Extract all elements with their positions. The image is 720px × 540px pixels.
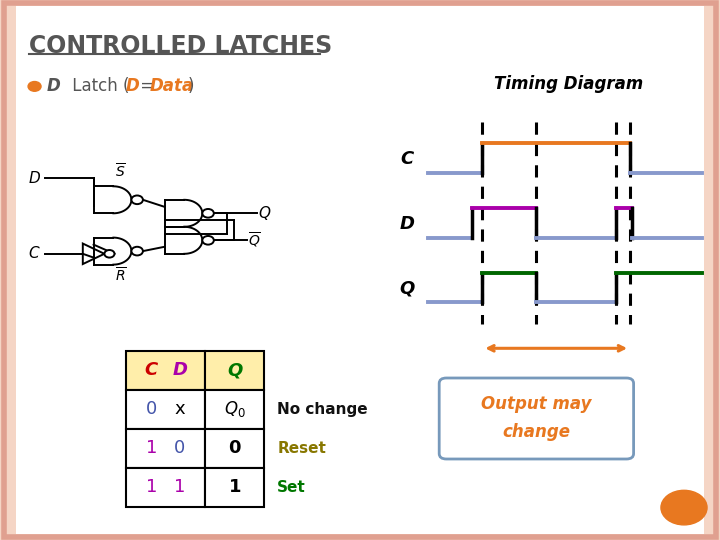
Bar — [205, 351, 264, 390]
Text: No change: No change — [277, 402, 368, 417]
Text: Data: Data — [150, 77, 194, 96]
Text: C: C — [145, 361, 158, 380]
Text: Q: Q — [258, 206, 271, 221]
Text: ): ) — [187, 77, 194, 96]
Text: C: C — [400, 150, 413, 168]
Text: 0: 0 — [174, 439, 186, 457]
Text: $Q_0$: $Q_0$ — [224, 399, 246, 420]
Circle shape — [202, 209, 214, 218]
FancyBboxPatch shape — [16, 6, 704, 534]
Bar — [126, 390, 205, 429]
Text: D: D — [400, 215, 414, 233]
Text: Q: Q — [227, 361, 243, 380]
Text: Timing Diagram: Timing Diagram — [494, 75, 644, 93]
FancyBboxPatch shape — [439, 378, 634, 459]
Text: $\overline{R}$: $\overline{R}$ — [115, 266, 127, 285]
Text: 1: 1 — [145, 478, 157, 496]
Text: =: = — [135, 77, 159, 96]
Bar — [126, 429, 205, 468]
Text: change: change — [503, 423, 570, 441]
Bar — [126, 351, 205, 390]
Text: D: D — [29, 171, 40, 186]
Text: C: C — [29, 246, 40, 261]
Text: 1: 1 — [145, 439, 157, 457]
Text: Latch (: Latch ( — [67, 77, 130, 96]
Circle shape — [202, 236, 214, 245]
Bar — [126, 468, 205, 507]
Text: Output may: Output may — [481, 395, 592, 413]
Circle shape — [661, 490, 707, 525]
Text: Q: Q — [399, 280, 415, 298]
Bar — [205, 429, 264, 468]
Circle shape — [28, 82, 41, 91]
Text: $\overline{S}$: $\overline{S}$ — [115, 163, 126, 181]
Text: D: D — [125, 77, 139, 96]
Text: Reset: Reset — [277, 441, 326, 456]
Text: Set: Set — [277, 480, 306, 495]
Text: D: D — [47, 77, 60, 96]
Text: x: x — [174, 400, 185, 418]
Bar — [205, 468, 264, 507]
Text: 0: 0 — [145, 400, 157, 418]
Bar — [205, 390, 264, 429]
Text: D: D — [172, 361, 187, 380]
Circle shape — [104, 250, 114, 258]
Text: 1: 1 — [228, 478, 241, 496]
Text: CONTROLLED LATCHES: CONTROLLED LATCHES — [29, 34, 332, 58]
Text: 1: 1 — [174, 478, 186, 496]
Circle shape — [132, 195, 143, 204]
Circle shape — [132, 247, 143, 255]
Text: $\overline{Q}$: $\overline{Q}$ — [248, 231, 261, 250]
Text: 0: 0 — [228, 439, 241, 457]
